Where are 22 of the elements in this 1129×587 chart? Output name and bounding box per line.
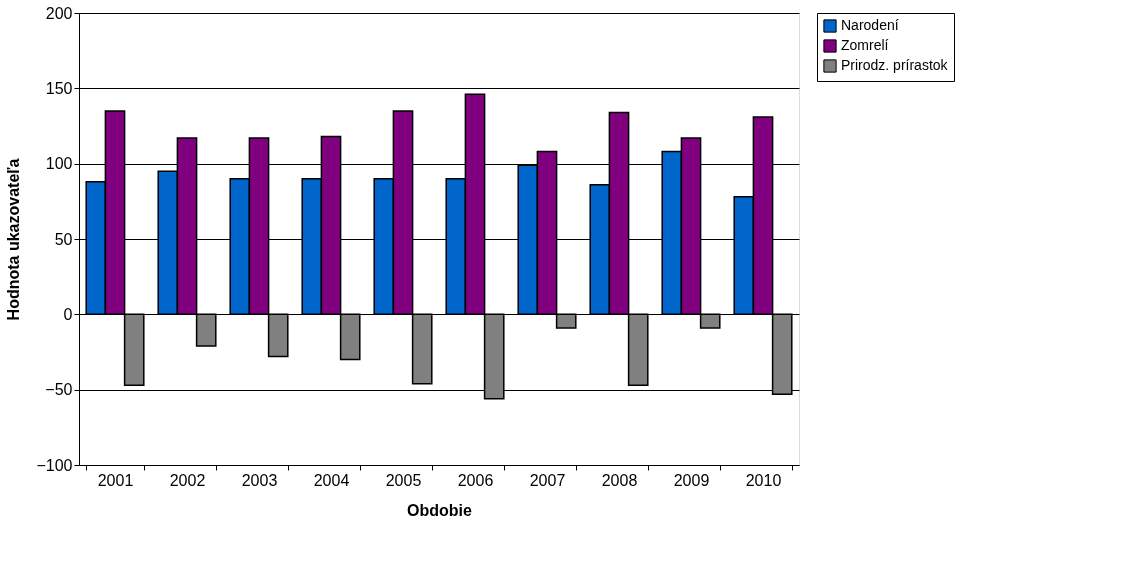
y-tick-label: 0 <box>63 305 73 323</box>
legend-label: Zomrelí <box>841 37 889 53</box>
y-tick-label: 100 <box>45 155 73 173</box>
y-tick-label: −50 <box>45 381 73 399</box>
x-tick-label: 2007 <box>529 471 566 489</box>
x-tick-label: 2006 <box>457 471 494 489</box>
y-tick-label: −100 <box>36 456 73 474</box>
x-tick-label: 2001 <box>97 471 134 489</box>
y-axis-title: Hodnota ukazovateľa <box>5 158 23 321</box>
y-tick-label: 150 <box>45 79 73 97</box>
x-tick-label: 2009 <box>673 471 710 489</box>
x-tick-label: 2008 <box>601 471 638 489</box>
x-tick-label: 2004 <box>313 471 350 489</box>
legend-label: Narodení <box>841 17 899 33</box>
x-tick-label: 2005 <box>385 471 422 489</box>
x-tick-label: 2010 <box>745 471 782 489</box>
x-tick-label: 2003 <box>241 471 278 489</box>
legend-label: Prirodz. prírastok <box>841 57 949 73</box>
x-axis-title: Obdobie <box>407 501 473 519</box>
y-tick-label: 50 <box>54 230 73 248</box>
x-tick-label: 2002 <box>169 471 206 489</box>
y-tick-label: 200 <box>45 4 73 22</box>
